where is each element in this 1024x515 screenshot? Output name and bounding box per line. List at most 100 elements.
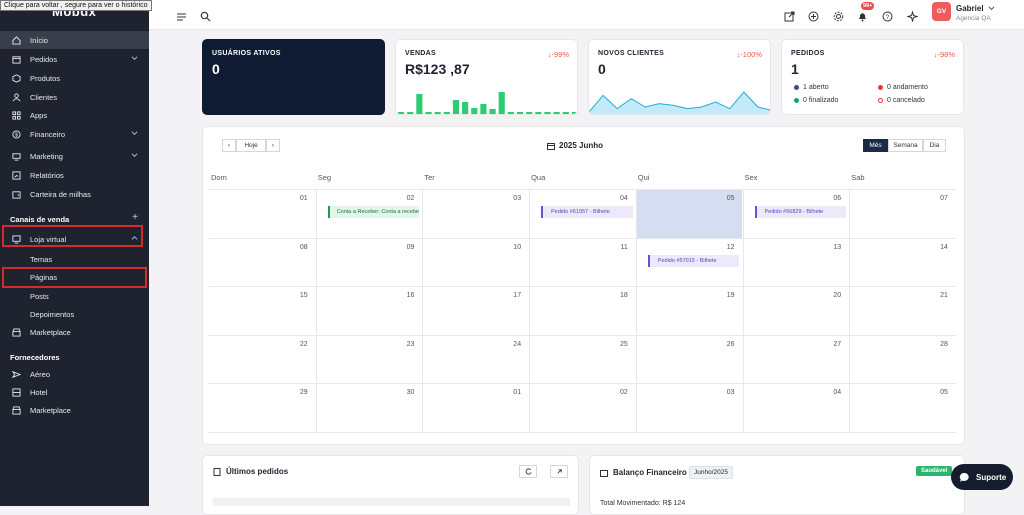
day-cell-number[interactable]: 05 — [940, 389, 948, 396]
sidebar-item-carteira[interactable]: Carteira de milhas — [0, 185, 149, 203]
day-cell-number[interactable]: 04 — [833, 389, 842, 396]
add-circle-icon[interactable] — [808, 9, 819, 22]
day-cell-number[interactable]: 03 — [726, 389, 735, 396]
day-cell-number[interactable]: 14 — [940, 243, 948, 251]
arrow-up-right-icon — [556, 469, 562, 474]
day-cell-number[interactable]: 23 — [406, 340, 415, 348]
day-cell-number[interactable]: 10 — [513, 243, 522, 251]
sidebar-subitem-temas[interactable]: Temas — [30, 255, 53, 264]
day-cell-number[interactable]: 02 — [406, 195, 415, 202]
day-cell-number[interactable]: 01 — [299, 195, 308, 202]
sidebar-item-label: Carteira de milhas — [30, 189, 91, 199]
open-external-button[interactable] — [550, 465, 568, 478]
day-cell-number[interactable]: 01 — [513, 389, 522, 396]
day-cell-number[interactable]: 05 — [726, 195, 735, 202]
day-cell-number[interactable]: 26 — [726, 340, 735, 348]
calendar-event[interactable]: Pedido #56829 - Bilhete — [754, 206, 847, 218]
sidebar-item-financeiro[interactable]: $ Financeiro — [0, 125, 149, 143]
search-icon[interactable] — [200, 9, 211, 22]
sidebar-item-marketplace[interactable]: Marketplace — [0, 323, 149, 341]
day-cell-number[interactable]: 22 — [299, 340, 308, 348]
chevron-down-icon[interactable] — [988, 5, 995, 12]
day-cell-number[interactable]: 24 — [513, 340, 522, 348]
view-week-button[interactable]: Semana — [888, 139, 923, 152]
day-cell-number[interactable]: 15 — [299, 292, 308, 299]
vendas-sparkline — [398, 92, 577, 114]
day-cell-number[interactable]: 08 — [299, 243, 308, 251]
sidebar-item-marketplace-fornecedor[interactable]: Marketplace — [0, 401, 149, 419]
apps-icon — [12, 110, 21, 120]
day-cell-number[interactable]: 29 — [299, 389, 308, 396]
sparkle-icon[interactable] — [906, 9, 919, 23]
external-link-icon[interactable] — [784, 9, 795, 22]
sidebar-item-relatorios[interactable]: Relatórios — [0, 166, 149, 184]
sidebar-subitem-depoimentos[interactable]: Depoimentos — [30, 310, 75, 319]
day-cell-number[interactable]: 07 — [940, 195, 948, 202]
day-cell-number[interactable]: 17 — [513, 292, 522, 299]
day-cell-number[interactable]: 06 — [833, 195, 842, 202]
sidebar-item-aereo[interactable]: Aéreo — [0, 365, 149, 383]
calendar-event[interactable]: Conta a Receber: Conta a receber — [327, 206, 420, 218]
menu-icon[interactable] — [176, 9, 187, 21]
kpi-pedidos[interactable]: PEDIDOS ↓-98% 1 1 aberto 0 andamento 0 f… — [781, 39, 964, 115]
view-day-button[interactable]: Dia — [923, 139, 946, 152]
calendar-next-button[interactable]: › — [266, 139, 280, 152]
day-cell-number[interactable]: 20 — [833, 292, 842, 299]
day-cell-number[interactable]: 21 — [940, 292, 948, 299]
sidebar-item-clientes[interactable]: Clientes — [0, 88, 149, 106]
sidebar-item-produtos[interactable]: Produtos — [0, 69, 149, 87]
calendar-today-button[interactable]: Hoje — [236, 139, 266, 152]
gear-icon[interactable] — [833, 9, 844, 22]
day-cell-number[interactable]: 12 — [726, 243, 735, 251]
refresh-button[interactable] — [519, 465, 537, 478]
calendar-event[interactable]: Pedido #61957 - Bilhete — [541, 206, 633, 218]
balance-status-badge: Saudável — [916, 466, 953, 476]
store-icon — [12, 327, 21, 337]
kpi-novos-clientes[interactable]: NOVOS CLIENTES ↓-100% 0 — [588, 39, 771, 115]
avatar[interactable]: GV — [932, 2, 951, 21]
day-cell-number[interactable]: 11 — [620, 243, 628, 251]
user-name[interactable]: Gabriel — [956, 4, 984, 13]
day-cell-number[interactable]: 27 — [833, 340, 842, 348]
sidebar-subitem-posts[interactable]: Posts — [30, 292, 49, 301]
notification-badge: 99+ — [861, 2, 875, 10]
help-icon[interactable]: ? — [882, 9, 893, 22]
balance-total: Total Movimentado: R$ 124 — [600, 500, 686, 507]
sidebar-item-label: Clientes — [30, 92, 58, 102]
day-cell-number[interactable]: 30 — [406, 389, 415, 396]
calendar-prev-button[interactable]: ‹ — [222, 139, 236, 152]
spark-bar — [526, 112, 533, 114]
kpi-label: PEDIDOS — [791, 50, 825, 57]
sidebar-item-loja-virtual[interactable]: Loja virtual — [0, 230, 149, 248]
sidebar-item-marketing[interactable]: Marketing — [0, 147, 149, 165]
bell-icon[interactable] — [857, 9, 868, 22]
day-cell-number[interactable]: 03 — [513, 195, 522, 202]
report-icon — [12, 170, 21, 180]
sidebar-item-inicio[interactable]: Início — [0, 31, 149, 49]
support-button[interactable]: Suporte — [951, 464, 1013, 490]
add-channel-button[interactable]: + — [132, 212, 138, 223]
view-month-button[interactable]: Mês — [863, 139, 888, 152]
day-cell-number[interactable]: 28 — [940, 340, 948, 348]
clientes-sparkline — [589, 91, 770, 114]
day-cell-number[interactable]: 04 — [620, 195, 628, 202]
home-icon — [12, 35, 21, 45]
day-cell-number[interactable]: 09 — [406, 243, 415, 251]
day-cell-number[interactable]: 16 — [406, 292, 415, 299]
box-icon — [12, 55, 21, 64]
sidebar-item-hotel[interactable]: Hotel — [0, 383, 149, 401]
day-cell-number[interactable]: 18 — [620, 292, 628, 299]
sidebar-item-pedidos[interactable]: Pedidos — [0, 50, 149, 68]
spark-bar — [535, 112, 542, 114]
day-cell-number[interactable]: 13 — [833, 243, 842, 251]
calendar-event[interactable]: Pedido #57015 - Bilhete — [647, 254, 740, 267]
kpi-label: NOVOS CLIENTES — [598, 50, 665, 57]
balance-month-badge[interactable]: Junho/2025 — [689, 466, 733, 479]
sidebar-item-apps[interactable]: Apps — [0, 106, 149, 124]
day-cell-number[interactable]: 02 — [620, 389, 628, 396]
day-cell-number[interactable]: 25 — [620, 340, 628, 348]
sidebar-subitem-paginas[interactable]: Páginas — [30, 273, 58, 282]
day-cell-number[interactable]: 19 — [726, 292, 735, 299]
kpi-vendas[interactable]: VENDAS ↓-99% R$123 ,87 — [395, 39, 578, 115]
kpi-usuarios-ativos[interactable]: USUÁRIOS ATIVOS 0 — [202, 39, 385, 115]
